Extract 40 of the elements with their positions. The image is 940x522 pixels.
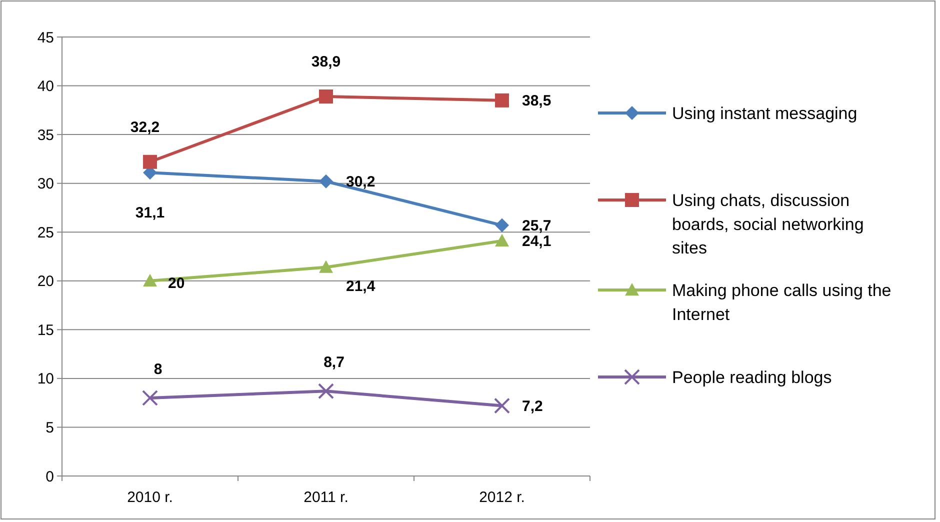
data-label: 24,1 [522, 232, 552, 250]
x-tick-label: 2011 r. [304, 489, 348, 506]
legend-label: Using instant messaging [672, 104, 858, 123]
y-tick-label: 30 [37, 176, 54, 193]
data-label: 30,2 [346, 173, 376, 190]
point [495, 234, 509, 246]
point [319, 174, 333, 188]
data-label: 25,7 [522, 217, 552, 234]
point [143, 154, 157, 169]
point [142, 390, 158, 406]
legend-label: Using chats, discussion boards, social networking sites [672, 190, 864, 258]
y-tick-label: 5 [46, 419, 54, 436]
y-tick-label: 20 [37, 273, 54, 290]
data-label: 7,2 [522, 398, 543, 415]
point [318, 383, 334, 400]
data-label: 38,5 [522, 92, 552, 110]
point [494, 398, 510, 414]
point [319, 260, 333, 273]
y-tick-label: 0 [46, 468, 54, 486]
point [495, 218, 509, 232]
y-tick-label: 15 [37, 322, 54, 339]
data-label: 8,7 [324, 354, 344, 372]
point [495, 93, 509, 108]
y-tick-label: 10 [37, 370, 54, 388]
legend-label: Making phone calls using the Internet [672, 280, 892, 324]
x-tick-label: 2012 r. [479, 489, 525, 506]
point [319, 90, 333, 104]
y-tick-label: 40 [37, 78, 54, 96]
data-label: 8 [154, 360, 162, 378]
x-tick-label: 2010 r. [127, 489, 173, 506]
y-tick-label: 35 [37, 126, 54, 144]
data-label: 20 [168, 274, 185, 292]
data-label: 38,9 [311, 54, 341, 71]
legend-label: People reading blogs [672, 368, 832, 387]
data-label: 31,1 [135, 204, 165, 222]
point [143, 274, 157, 286]
data-label: 32,2 [130, 118, 160, 136]
y-tick-label: 45 [37, 29, 54, 46]
data-label: 21,4 [346, 278, 376, 296]
y-tick-label: 25 [37, 224, 54, 242]
